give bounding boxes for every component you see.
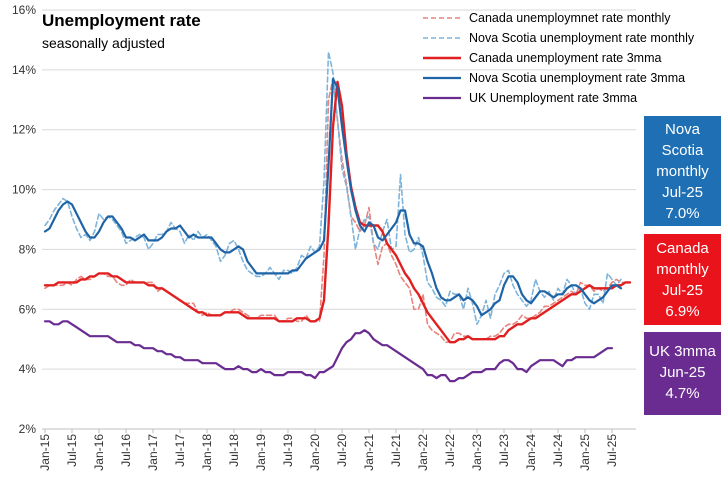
legend-label: Canada unemploymnet rate monthly [469,11,671,25]
x-tick-label: Jul-23 [497,434,511,467]
x-tick-label: Jan-17 [146,434,160,471]
callout-line: UK 3mma [649,343,716,360]
x-tick-label: Jul-17 [173,434,187,467]
y-tick-label: 10% [12,183,36,197]
x-tick-label: Jul-20 [335,434,349,467]
x-tick-label: Jul-21 [389,434,403,467]
callout-line: monthly [656,261,709,278]
callout-line: 4.7% [665,385,700,402]
x-tick-label: Jan-15 [38,434,52,471]
callout-nova-scotia: Nova Scotia monthly Jul-25 7.0% [644,116,721,226]
y-tick-label: 2% [19,422,37,436]
legend-label: Nova Scotia unemployment rate 3mma [469,71,685,85]
y-tick-label: 8% [19,242,37,256]
x-tick-label: Jan-23 [470,434,484,471]
y-tick-label: 12% [12,123,36,137]
x-tick-label: Jul-19 [281,434,295,467]
legend-label: Canada unemployment rate 3mma [469,51,662,65]
x-tick-label: Jul-16 [119,434,133,467]
callout-line: 6.9% [665,303,700,320]
x-tick-label: Jan-25 [578,434,592,471]
callout-line: Canada [656,240,709,257]
x-tick-label: Jan-16 [92,434,106,471]
axes: 2% 4% 6% 8% 10% 12% 14% 16% Jan-15 Jul-15 Jan-16 Ju… [12,3,636,471]
series-lines [43,51,632,383]
x-tick-label: Jan-24 [524,434,538,471]
callout-line: monthly [656,163,709,180]
x-tick-label: Jan-18 [200,434,214,471]
x-tick-label: Jan-22 [416,434,430,471]
callout-line: Nova [664,121,701,138]
callout-line: Jun-25 [659,364,706,381]
chart-subtitle: seasonally adjusted [42,35,165,51]
series-line-2 [43,80,632,344]
legend: Canada unemploymnet rate monthly Nova Sco… [423,11,695,105]
series-line-0 [44,78,627,344]
legend-label: Nova Scotia unemployment rate monthly [469,31,695,45]
callout-canada: Canada monthly Jul-25 6.9% [644,234,721,325]
chart-title: Unemployment rate [42,11,201,30]
x-tick-label: Jan-21 [362,434,376,471]
legend-label: UK Unemployment rate 3mma [469,91,637,105]
callout-line: Jul-25 [662,184,703,201]
x-tick-label: Jul-18 [227,434,241,467]
callout-line: 7.0% [665,205,700,222]
x-tick-label: Jul-15 [65,434,79,467]
callout-line: Scotia [661,142,704,159]
x-tick-label: Jul-24 [551,434,565,467]
x-tick-label: Jan-20 [308,434,322,471]
callout-uk: UK 3mma Jun-25 4.7% [644,332,721,415]
series-line-4 [43,320,614,383]
y-tick-label: 14% [12,63,36,77]
y-tick-label: 6% [19,302,37,316]
x-tick-label: Jul-25 [605,434,619,467]
x-tick-label: Jan-19 [254,434,268,471]
callout-line: Jul-25 [662,282,703,299]
series-line-3 [43,77,623,317]
y-tick-label: 4% [19,362,37,376]
y-tick-label: 16% [12,3,36,17]
x-tick-label: Jul-22 [443,434,457,467]
